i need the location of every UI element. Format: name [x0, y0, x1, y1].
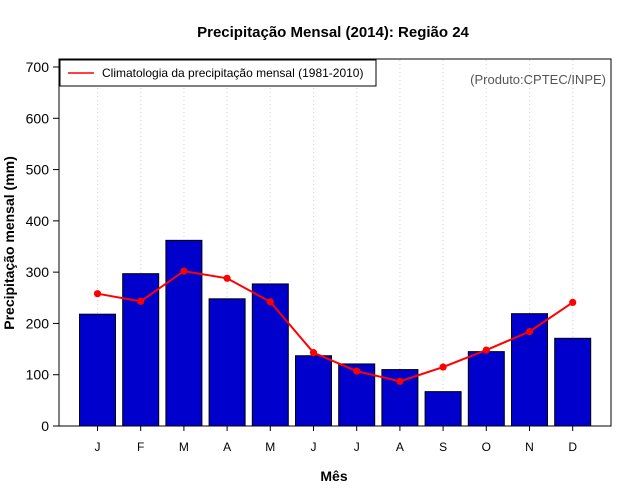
bar-f-1: [122, 273, 160, 427]
bar-s-8: [424, 391, 462, 427]
y-axis-label: Precipitação mensal (mm): [1, 156, 17, 330]
climatology-line: [93, 267, 577, 385]
x-tick-label-4: M: [265, 440, 275, 454]
y-tick-label-3: 300: [26, 264, 50, 280]
x-tick-label-11: D: [568, 440, 577, 454]
y-tick-label-7: 700: [26, 59, 50, 75]
climatology-point-1: [137, 297, 145, 305]
bar-d-11: [554, 337, 592, 427]
climatology-point-6: [353, 367, 361, 375]
source-credit: (Produto:CPTEC/INPE): [470, 72, 606, 87]
chart-title: Precipitação Mensal (2014): Região 24: [197, 24, 469, 41]
bar-a-3: [208, 298, 246, 427]
y-tick-label-1: 100: [26, 367, 50, 383]
climatology-point-3: [223, 274, 231, 282]
bars: [79, 239, 592, 427]
climatology-point-4: [266, 298, 274, 306]
x-tick-label-6: J: [354, 440, 360, 454]
climatology-point-9: [482, 346, 490, 354]
y-tick-label-4: 400: [26, 213, 50, 229]
x-tick-label-7: A: [396, 440, 404, 454]
y-tick-label-0: 0: [41, 418, 49, 434]
climatology-point-11: [569, 298, 577, 307]
y-axis: 0 100 200 300 400 500 600 700: [26, 59, 59, 434]
y-tick-label-5: 500: [26, 162, 50, 178]
x-tick-label-8: S: [439, 440, 447, 454]
x-axis-label: Mês: [320, 468, 347, 484]
bar-j-5: [295, 355, 332, 427]
climatology-polyline: [97, 270, 574, 383]
climatology-point-0: [93, 290, 102, 298]
x-tick-label-9: O: [482, 440, 491, 454]
y-tick-label-6: 600: [26, 110, 50, 126]
climatology-point-10: [525, 328, 534, 336]
y-tick-label-2: 200: [26, 315, 50, 331]
climatology-point-2: [180, 267, 188, 275]
x-tick-label-5: J: [311, 440, 317, 454]
x-tick-label-0: J: [95, 440, 101, 454]
legend-box: [59, 59, 377, 87]
x-tick-label-10: N: [525, 440, 534, 454]
x-tick-label-3: A: [223, 440, 231, 454]
climatology-point-8: [439, 363, 447, 371]
plot-frame: [58, 58, 612, 427]
x-tick-label-2: M: [179, 440, 189, 454]
climatology-point-7: [396, 377, 404, 385]
legend-entry-climatology: Climatologia da precipitação mensal (198…: [102, 66, 363, 80]
bar-j-0: [79, 313, 116, 427]
climatology-point-5: [309, 349, 318, 357]
x-tick-label-1: F: [137, 440, 144, 454]
legend: Climatologia da precipitação mensal (198…: [59, 59, 377, 87]
bar-o-9: [467, 351, 505, 427]
